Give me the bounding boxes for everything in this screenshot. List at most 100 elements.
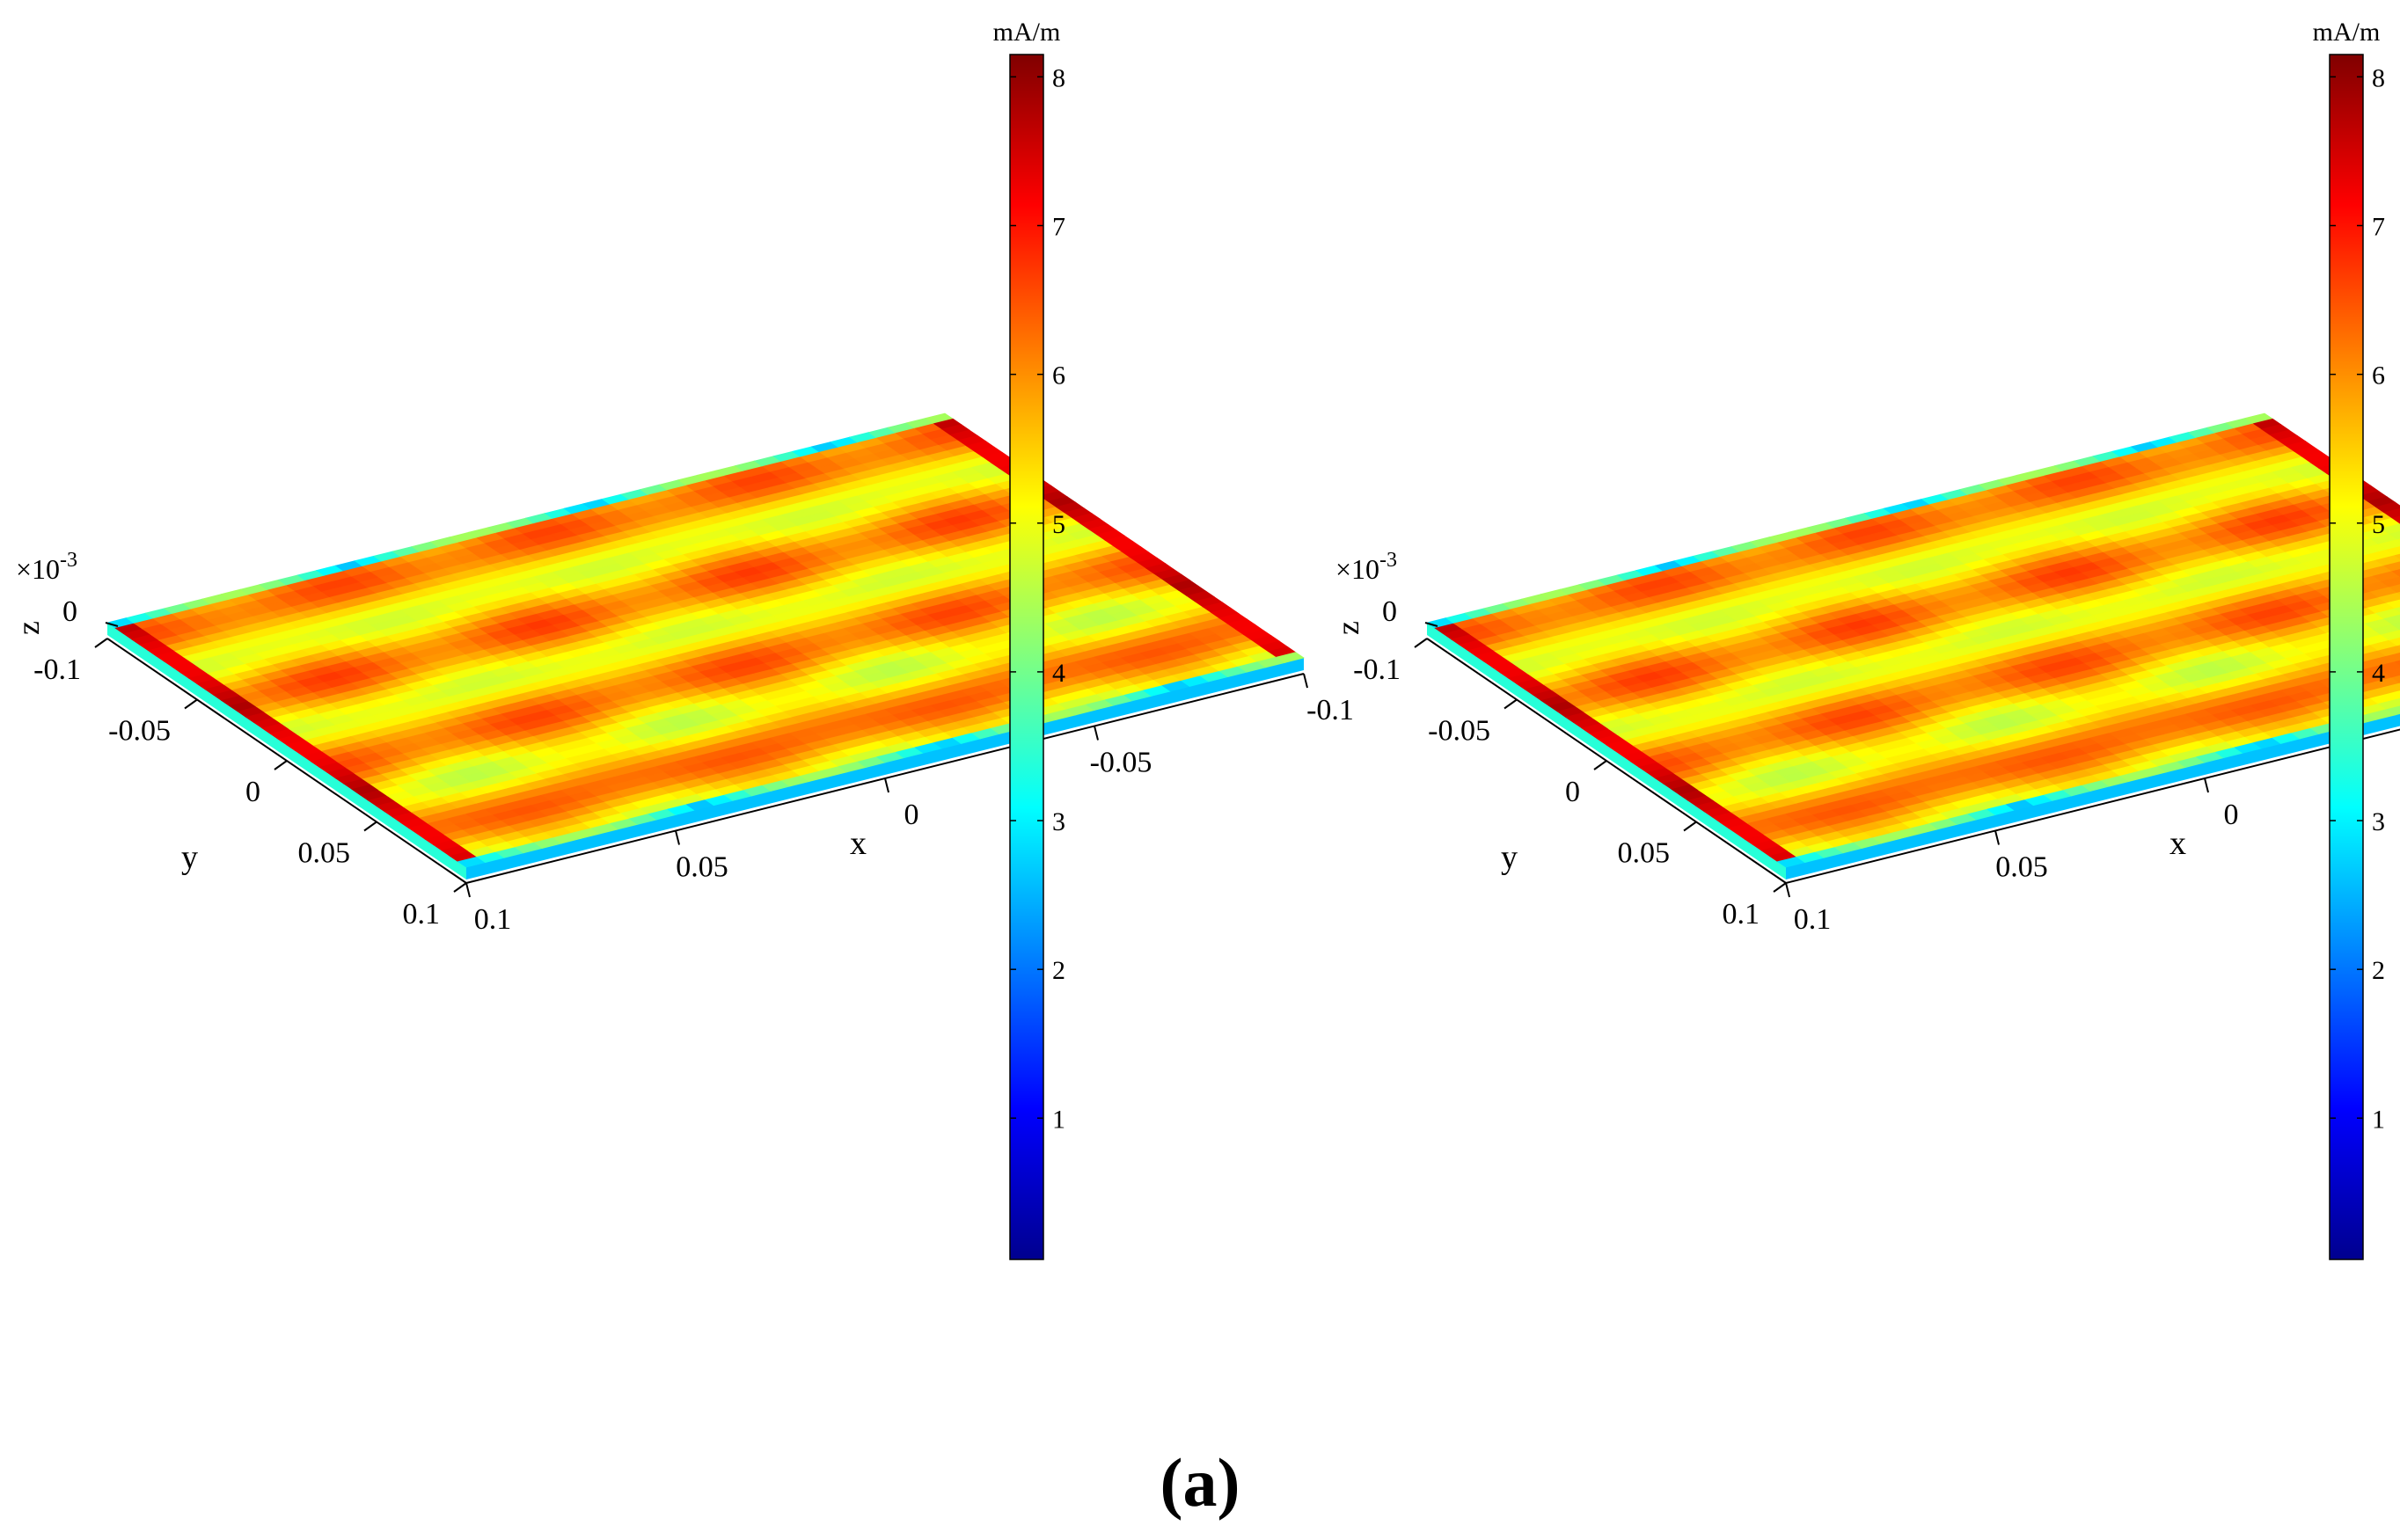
surface-cell xyxy=(2391,622,2400,631)
surface-cell xyxy=(2396,538,2400,542)
colorbar-tick-label: 7 xyxy=(2372,213,2385,242)
surface-cell xyxy=(2389,530,2400,540)
x-axis-title: x xyxy=(850,825,867,862)
x-tick-mark xyxy=(2204,777,2209,793)
surface-cell xyxy=(2380,523,2400,535)
surface-cell xyxy=(1276,652,1305,663)
plate-front-edge xyxy=(107,623,466,879)
surface-mesh xyxy=(106,412,1305,868)
y-tick-mark xyxy=(1683,821,1697,832)
colorbar-tick-label: 1 xyxy=(2372,1105,2385,1134)
colorbar-tick-label: 3 xyxy=(2372,807,2385,836)
y-tick-mark xyxy=(453,882,467,893)
z-axis-title: z xyxy=(11,621,46,635)
z-exponent: ×10-3 xyxy=(1335,549,1397,585)
x-tick-mark xyxy=(675,830,680,845)
y-tick-mark xyxy=(1504,698,1518,710)
surface-cell xyxy=(2396,645,2400,648)
y-tick-mark xyxy=(94,638,108,648)
colorbar-gradient xyxy=(1009,54,1044,1260)
colorbar-tick-label: 4 xyxy=(2372,659,2385,688)
plate-side-edge xyxy=(466,658,1304,879)
z-tick-label: 0 xyxy=(1382,595,1397,628)
surface-cell xyxy=(2396,591,2400,595)
z-exponent: ×10-3 xyxy=(16,549,77,585)
surface-cell xyxy=(2377,698,2400,711)
y-tick-label: -0.1 xyxy=(1353,653,1401,686)
y-tick-mark xyxy=(1773,882,1787,893)
surface-cell xyxy=(2391,515,2400,524)
colorbar-tick-label: 2 xyxy=(2372,956,2385,985)
colorbar-gradient xyxy=(2329,54,2364,1260)
x-tick-label: -0.1 xyxy=(1306,694,1354,726)
x-tick-mark xyxy=(1303,673,1308,689)
surface-cell xyxy=(2383,561,2400,573)
colorbar-tick-label: 7 xyxy=(1052,213,1065,242)
colorbar-tick-label: 8 xyxy=(2372,63,2385,92)
chart-panel-2: -0.1-0.0500.050.1-0.1-0.0500.050.1yx0z×1… xyxy=(1330,18,2400,1260)
x-axis-title: x xyxy=(2170,825,2186,862)
x-tick-label: 0.05 xyxy=(1995,851,2048,884)
z-exponent-power: -3 xyxy=(1379,549,1397,572)
colorbar-tick-label: 5 xyxy=(1052,510,1065,539)
x-tick-label: -0.05 xyxy=(1090,747,1152,779)
y-tick-mark xyxy=(363,821,377,832)
surface-cell xyxy=(2389,584,2400,594)
colorbar-unit: mA/m xyxy=(2313,18,2381,47)
y-tick-mark xyxy=(274,760,288,770)
x-tick-mark xyxy=(1094,726,1099,741)
surface-cell xyxy=(2396,697,2400,702)
colorbar-unit: mA/m xyxy=(993,18,1061,47)
y-tick-mark xyxy=(1414,638,1428,648)
surface-cell xyxy=(2383,614,2400,625)
colorbar-tick-label: 4 xyxy=(1052,659,1065,688)
surface-cell xyxy=(2394,553,2400,559)
plate-side-edge xyxy=(1786,713,2400,879)
surface-cell xyxy=(2389,690,2400,700)
y-tick-mark xyxy=(184,698,198,710)
colorbar-tick-label: 6 xyxy=(2372,361,2385,390)
y-axis-title: y xyxy=(181,839,198,876)
surface-cell xyxy=(2377,645,2400,657)
surface-cell xyxy=(2391,675,2400,683)
surface-cell xyxy=(2394,660,2400,666)
surface-cell xyxy=(2389,637,2400,646)
y-axis-title: y xyxy=(1501,839,1518,876)
x-tick-mark xyxy=(1785,882,1790,898)
x-tick-label: 0.1 xyxy=(474,903,512,936)
colorbar-tick-label: 5 xyxy=(2372,510,2385,539)
panel-label: (a) xyxy=(1160,1444,1240,1521)
x-tick-label: 0.05 xyxy=(676,851,728,884)
surface-mesh xyxy=(1426,412,2400,868)
z-tick-label: 0 xyxy=(62,595,77,628)
y-tick-label: -0.1 xyxy=(33,653,81,686)
colorbar-tick-label: 3 xyxy=(1052,807,1065,836)
colorbar-tick-label: 6 xyxy=(1052,361,1065,390)
z-axis-title: z xyxy=(1330,621,1365,635)
x-tick-label: 0 xyxy=(2224,799,2239,831)
surface-cell xyxy=(2372,571,2400,582)
surface-cell xyxy=(2394,607,2400,613)
x-tick-mark xyxy=(884,777,889,793)
surface-cell xyxy=(2380,630,2400,641)
y-tick-label: 0.1 xyxy=(1723,898,1760,931)
colorbar-tick-label: 8 xyxy=(1052,63,1065,92)
surface-cell xyxy=(2372,624,2400,636)
x-tick-label: 0 xyxy=(904,799,919,831)
x-tick-mark xyxy=(1994,830,2000,845)
surface-cell xyxy=(2391,569,2400,578)
y-tick-label: 0.05 xyxy=(298,837,351,870)
surface-cell xyxy=(2380,682,2400,694)
surface-cell xyxy=(2383,507,2400,519)
surface-cell xyxy=(2377,539,2400,551)
z-exponent-power: -3 xyxy=(60,549,77,572)
colorbar-tick-label: 1 xyxy=(1052,1105,1065,1134)
chart-panel-1: -0.1 -0.05 0 0.05 0.1 -0.1 -0.05 0 0.05 0.1 y x 0 z ×1… xyxy=(11,18,1354,1260)
surface-cell xyxy=(2372,677,2400,689)
y-tick-label: -0.05 xyxy=(108,715,171,748)
colorbar-tick-label: 2 xyxy=(1052,956,1065,985)
colorbar: 1 2 3 4 5 6 7 8 mA/m xyxy=(993,18,1065,1260)
y-tick-label: 0 xyxy=(245,776,260,808)
y-tick-label: 0 xyxy=(1565,776,1580,808)
